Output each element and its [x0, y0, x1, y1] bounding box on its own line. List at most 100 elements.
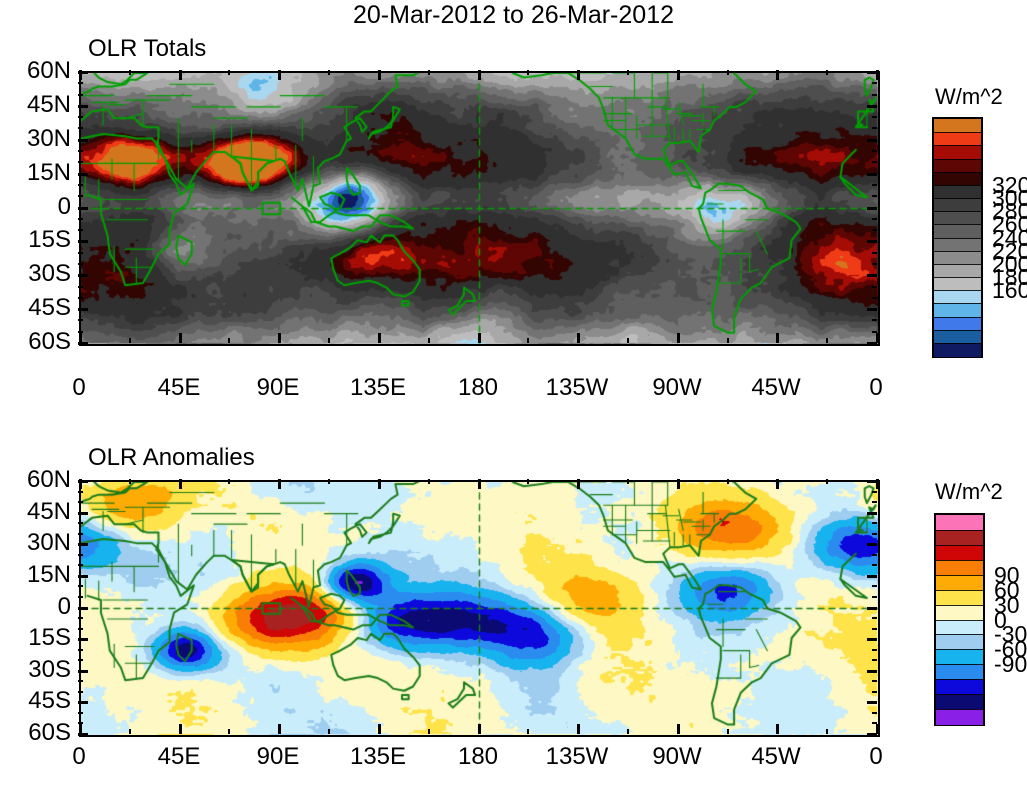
colorbar-band [934, 224, 981, 239]
colorbar-band [936, 574, 983, 591]
x-tick [478, 70, 481, 80]
x-minor-tick [727, 479, 729, 484]
x-tick [577, 724, 580, 734]
y-minor-tick [872, 628, 877, 630]
colorbar-divider [934, 303, 981, 305]
x-axis-label: 135E [349, 743, 407, 770]
y-tick [867, 607, 877, 610]
y-minor-tick [872, 229, 877, 231]
x-minor-tick [627, 70, 629, 75]
x-tick [478, 333, 481, 343]
y-tick [78, 480, 88, 483]
colorbar-band [934, 316, 981, 331]
y-minor-tick [78, 659, 83, 661]
x-minor-tick [826, 70, 828, 75]
y-tick [78, 105, 88, 108]
olr-totals-label: OLR Totals [88, 35, 207, 62]
x-tick [179, 70, 182, 80]
y-axis-label: 15N [26, 159, 71, 186]
olr-totals-map[interactable] [79, 71, 880, 346]
olr-anomalies-map[interactable] [79, 480, 880, 737]
x-tick [876, 70, 879, 80]
y-tick [78, 701, 88, 704]
x-tick [378, 333, 381, 343]
x-axis-label: 0 [72, 374, 86, 401]
y-minor-tick [78, 691, 83, 693]
y-minor-tick [78, 722, 83, 724]
y-axis-label: 60N [26, 57, 71, 84]
x-axis-label: 180 [457, 374, 499, 401]
x-minor-tick [627, 479, 629, 484]
x-tick [79, 479, 82, 489]
colorbar-tick-label: 160 [992, 277, 1027, 304]
x-axis-label: 0 [869, 374, 883, 401]
y-minor-tick [78, 522, 83, 524]
colorbar-divider [934, 316, 981, 318]
colorbar-divider [934, 277, 981, 278]
x-axis-label: 90W [652, 743, 702, 770]
colorbar-units-top: W/m^2 [935, 84, 1003, 109]
y-tick [78, 240, 88, 243]
x-tick [378, 70, 381, 80]
colorbar-divider [934, 171, 981, 173]
olr-anomalies-colorbar: W/m^2 90 60 30 0 -30 -60 -90 [920, 480, 1027, 730]
y-axis-label: 30S [28, 260, 71, 287]
x-axis-label: 135W [545, 743, 609, 770]
y-minor-tick [872, 184, 877, 186]
x-axis-label: 45W [751, 743, 801, 770]
colorbar-divider [934, 342, 981, 344]
x-tick [179, 479, 182, 489]
y-axis-label: 60N [26, 466, 71, 493]
colorbar-band [934, 158, 981, 173]
y-tick [867, 342, 877, 345]
colorbar-divider [934, 290, 981, 292]
colorbar-divider [936, 709, 983, 711]
x-tick [179, 333, 182, 343]
y-minor-tick [78, 331, 83, 333]
y-axis-label: 45S [28, 294, 71, 321]
x-axis-label: 135W [545, 374, 609, 401]
x-minor-tick [428, 479, 430, 484]
y-axis-label: 30S [28, 656, 71, 683]
x-minor-tick [527, 729, 529, 734]
y-tick [78, 575, 88, 578]
y-axis-label: 60S [28, 719, 71, 746]
page-title: 20-Mar-2012 to 26-Mar-2012 [353, 1, 674, 29]
y-axis-label: 15N [26, 561, 71, 588]
y-minor-tick [872, 218, 877, 220]
colorbar-band [934, 184, 981, 199]
y-axis-label: 45S [28, 687, 71, 714]
colorbar-tick-label: 90 [994, 561, 1020, 588]
x-minor-tick [428, 729, 430, 734]
colorbar-divider [936, 664, 983, 666]
colorbar-tick-label: 260 [992, 211, 1027, 238]
x-minor-tick [129, 70, 131, 75]
colorbar-band [936, 604, 983, 621]
colorbar-band [934, 198, 981, 212]
colorbar-tick-label: 0 [994, 606, 1007, 633]
x-tick [79, 724, 82, 734]
colorbar-band [934, 329, 981, 344]
x-minor-tick [328, 70, 330, 75]
y-minor-tick [78, 229, 83, 231]
y-minor-tick [872, 680, 877, 682]
y-tick [78, 342, 88, 345]
x-minor-tick [129, 479, 131, 484]
x-tick [79, 70, 82, 80]
colorbar-tick-label: -90 [994, 651, 1027, 678]
y-minor-tick [78, 252, 83, 254]
y-minor-tick [78, 649, 83, 651]
x-minor-tick [826, 338, 828, 343]
x-axis-label: 180 [457, 743, 499, 770]
y-minor-tick [78, 712, 83, 714]
colorbar-swatches-top [932, 117, 983, 358]
x-minor-tick [428, 70, 430, 75]
y-tick [78, 139, 88, 142]
colorbar-tick-label: 200 [992, 250, 1027, 277]
y-tick [78, 512, 88, 515]
x-minor-tick [129, 729, 131, 734]
y-tick [867, 512, 877, 515]
olr-totals-canvas [81, 73, 878, 344]
y-tick [867, 240, 877, 243]
x-tick [776, 333, 779, 343]
